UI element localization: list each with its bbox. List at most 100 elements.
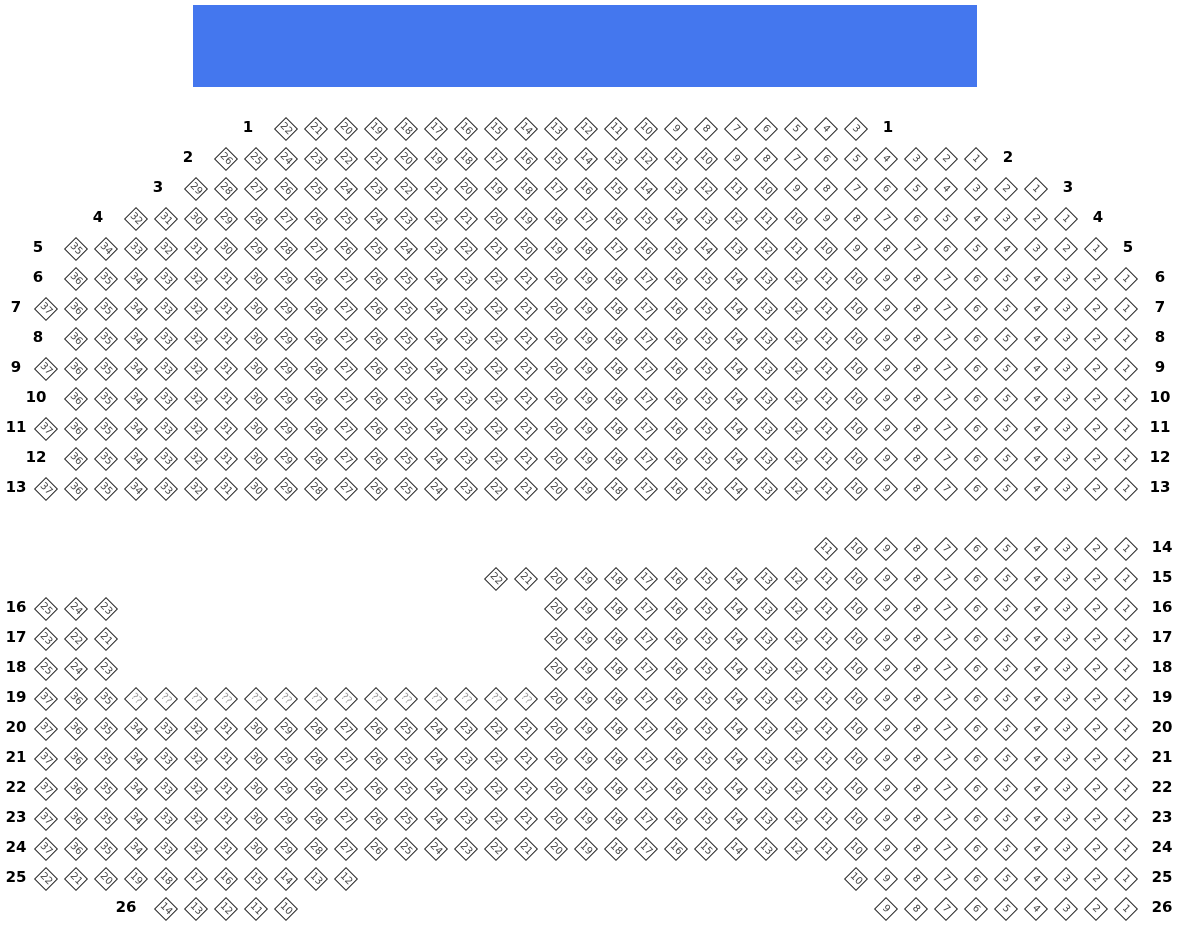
seat[interactable]: 22 bbox=[483, 326, 509, 352]
seat[interactable]: 24 bbox=[423, 386, 449, 412]
seat[interactable]: ?? bbox=[153, 686, 179, 712]
seat[interactable]: 32 bbox=[183, 326, 209, 352]
seat[interactable]: 26 bbox=[303, 206, 329, 232]
seat[interactable]: 23 bbox=[453, 326, 479, 352]
seat[interactable]: 3 bbox=[1053, 776, 1079, 802]
seat[interactable]: 22 bbox=[423, 206, 449, 232]
seat[interactable]: 7 bbox=[933, 566, 959, 592]
seat[interactable]: 18 bbox=[603, 596, 629, 622]
seat[interactable]: 6 bbox=[963, 476, 989, 502]
seat[interactable]: 7 bbox=[933, 716, 959, 742]
seat[interactable]: 9 bbox=[843, 236, 869, 262]
seat[interactable]: 6 bbox=[963, 716, 989, 742]
seat[interactable]: 17 bbox=[633, 686, 659, 712]
seat[interactable]: 10 bbox=[843, 566, 869, 592]
seat[interactable]: 21 bbox=[63, 866, 89, 892]
seat[interactable]: ?? bbox=[303, 686, 329, 712]
seat[interactable]: 9 bbox=[813, 206, 839, 232]
seat[interactable]: 14 bbox=[273, 866, 299, 892]
seat[interactable]: 13 bbox=[753, 626, 779, 652]
seat[interactable]: 19 bbox=[483, 176, 509, 202]
seat[interactable]: 17 bbox=[633, 266, 659, 292]
seat[interactable]: 5 bbox=[993, 656, 1019, 682]
seat[interactable]: 4 bbox=[933, 176, 959, 202]
seat[interactable]: 18 bbox=[603, 686, 629, 712]
seat[interactable]: 6 bbox=[963, 866, 989, 892]
seat[interactable]: 28 bbox=[303, 746, 329, 772]
seat[interactable]: 32 bbox=[183, 806, 209, 832]
seat[interactable]: 11 bbox=[813, 836, 839, 862]
seat[interactable]: 30 bbox=[243, 776, 269, 802]
seat[interactable]: 2 bbox=[1053, 236, 1079, 262]
seat[interactable]: 35 bbox=[93, 356, 119, 382]
seat[interactable]: 13 bbox=[753, 596, 779, 622]
seat[interactable]: 14 bbox=[723, 476, 749, 502]
seat[interactable]: 3 bbox=[1053, 896, 1079, 922]
seat[interactable]: 20 bbox=[543, 476, 569, 502]
seat[interactable]: 9 bbox=[873, 476, 899, 502]
seat[interactable]: 1 bbox=[1113, 326, 1139, 352]
seat[interactable]: 31 bbox=[213, 356, 239, 382]
seat[interactable]: 15 bbox=[693, 806, 719, 832]
seat[interactable]: 6 bbox=[963, 596, 989, 622]
seat[interactable]: 9 bbox=[663, 116, 689, 142]
seat[interactable]: 22 bbox=[63, 626, 89, 652]
seat[interactable]: 9 bbox=[873, 866, 899, 892]
seat[interactable]: 4 bbox=[1023, 896, 1049, 922]
seat[interactable]: 20 bbox=[543, 776, 569, 802]
seat[interactable]: 5 bbox=[993, 476, 1019, 502]
seat[interactable]: 4 bbox=[1023, 806, 1049, 832]
seat[interactable]: 36 bbox=[63, 446, 89, 472]
seat[interactable]: 17 bbox=[633, 326, 659, 352]
seat[interactable]: 25 bbox=[393, 746, 419, 772]
seat[interactable]: 33 bbox=[153, 386, 179, 412]
seat[interactable]: 33 bbox=[153, 296, 179, 322]
seat[interactable]: 9 bbox=[873, 656, 899, 682]
seat[interactable]: 23 bbox=[363, 176, 389, 202]
seat[interactable]: 16 bbox=[663, 626, 689, 652]
seat[interactable]: ?? bbox=[423, 686, 449, 712]
seat[interactable]: 3 bbox=[1053, 566, 1079, 592]
seat[interactable]: 14 bbox=[723, 776, 749, 802]
seat[interactable]: 28 bbox=[303, 836, 329, 862]
seat[interactable]: 8 bbox=[903, 566, 929, 592]
seat[interactable]: 12 bbox=[783, 716, 809, 742]
seat[interactable]: 20 bbox=[543, 596, 569, 622]
seat[interactable]: 10 bbox=[843, 476, 869, 502]
seat[interactable]: 26 bbox=[333, 236, 359, 262]
seat[interactable]: 30 bbox=[213, 236, 239, 262]
seat[interactable]: 22 bbox=[483, 836, 509, 862]
seat[interactable]: 6 bbox=[963, 446, 989, 472]
seat[interactable]: 14 bbox=[723, 626, 749, 652]
seat[interactable]: 12 bbox=[783, 686, 809, 712]
seat[interactable]: 13 bbox=[753, 776, 779, 802]
seat[interactable]: 2 bbox=[1083, 296, 1109, 322]
seat[interactable]: 26 bbox=[363, 296, 389, 322]
seat[interactable]: 21 bbox=[513, 326, 539, 352]
seat[interactable]: 21 bbox=[363, 146, 389, 172]
seat[interactable]: 24 bbox=[423, 716, 449, 742]
seat[interactable]: 4 bbox=[1023, 416, 1049, 442]
seat[interactable]: 9 bbox=[873, 776, 899, 802]
seat[interactable]: 11 bbox=[813, 476, 839, 502]
seat[interactable]: 7 bbox=[933, 776, 959, 802]
seat[interactable]: 16 bbox=[453, 116, 479, 142]
seat[interactable]: 20 bbox=[393, 146, 419, 172]
seat[interactable]: 12 bbox=[783, 446, 809, 472]
seat[interactable]: 6 bbox=[903, 206, 929, 232]
seat[interactable]: 34 bbox=[123, 356, 149, 382]
seat[interactable]: 32 bbox=[183, 716, 209, 742]
seat[interactable]: 22 bbox=[483, 356, 509, 382]
seat[interactable]: 23 bbox=[453, 776, 479, 802]
seat[interactable]: ?? bbox=[243, 686, 269, 712]
seat[interactable]: 3 bbox=[1053, 326, 1079, 352]
seat[interactable]: 12 bbox=[783, 296, 809, 322]
seat[interactable]: 26 bbox=[363, 716, 389, 742]
seat[interactable]: 36 bbox=[63, 776, 89, 802]
seat[interactable]: 11 bbox=[813, 776, 839, 802]
seat[interactable]: 26 bbox=[363, 416, 389, 442]
seat[interactable]: 37 bbox=[33, 836, 59, 862]
seat[interactable]: 11 bbox=[813, 386, 839, 412]
seat[interactable]: 29 bbox=[273, 836, 299, 862]
seat[interactable]: 14 bbox=[513, 116, 539, 142]
